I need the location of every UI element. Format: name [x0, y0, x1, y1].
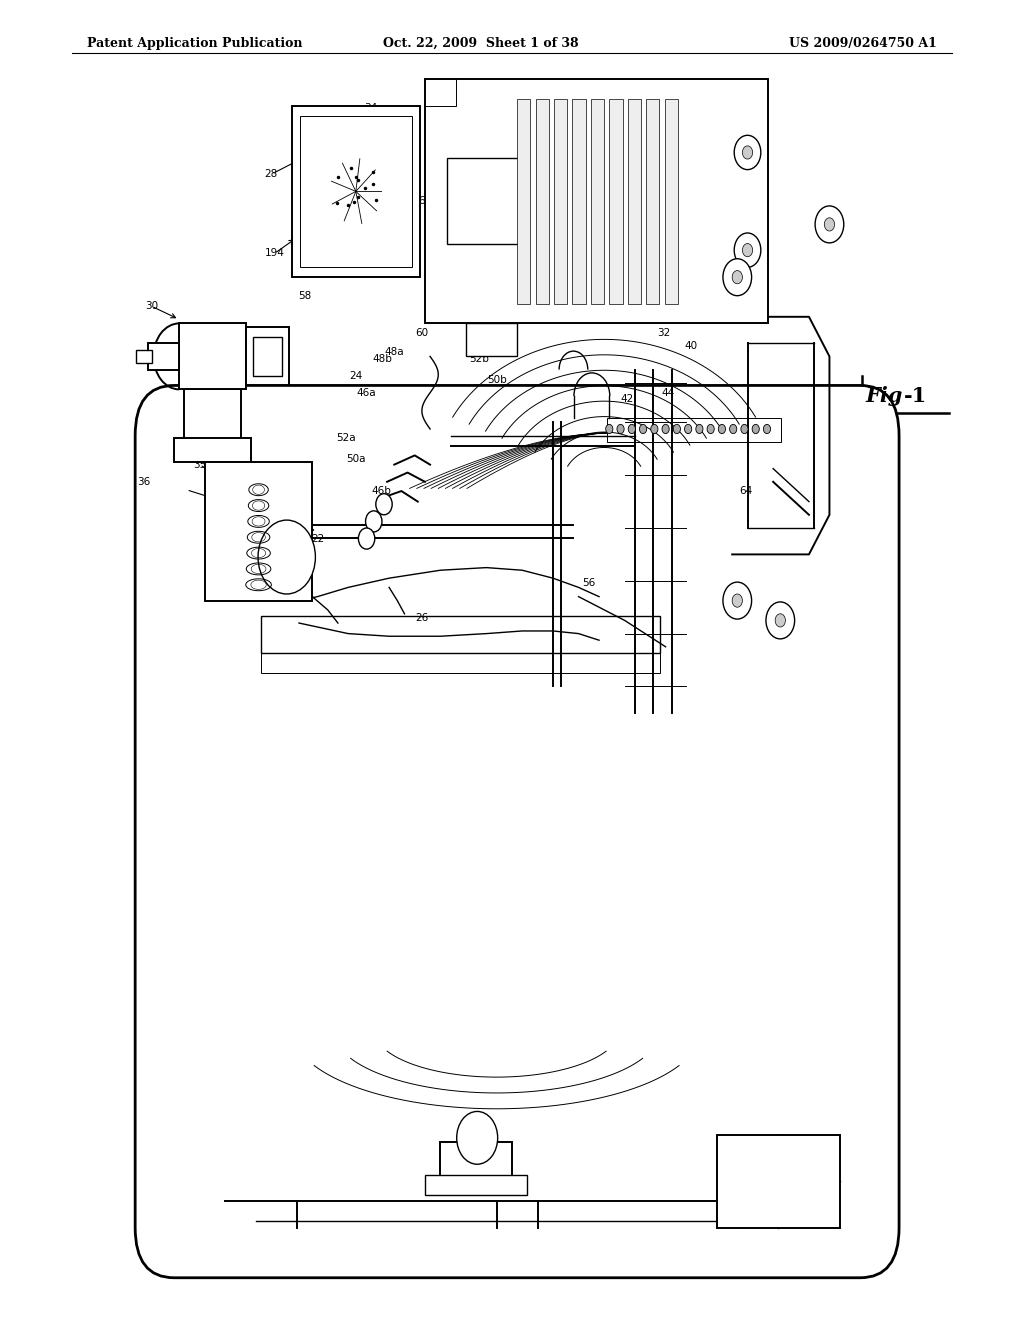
Bar — [517, 99, 530, 304]
Text: 46a: 46a — [356, 388, 377, 399]
Bar — [717, 1135, 840, 1228]
Text: 194: 194 — [264, 248, 285, 259]
Bar — [136, 350, 152, 363]
Text: 62: 62 — [419, 195, 431, 206]
Circle shape — [651, 424, 657, 433]
Circle shape — [729, 424, 736, 433]
Circle shape — [358, 528, 375, 549]
Text: 30: 30 — [145, 301, 158, 312]
Circle shape — [616, 424, 624, 433]
Bar — [628, 99, 641, 304]
Bar — [591, 99, 604, 304]
Circle shape — [732, 271, 742, 284]
Bar — [646, 99, 659, 304]
Bar — [554, 99, 567, 304]
Text: 50a: 50a — [346, 454, 367, 465]
Circle shape — [639, 424, 647, 433]
Circle shape — [766, 602, 795, 639]
Bar — [425, 79, 456, 106]
Circle shape — [366, 511, 382, 532]
Text: 22: 22 — [311, 533, 324, 544]
Bar — [572, 99, 586, 304]
Text: 60: 60 — [416, 327, 428, 338]
Circle shape — [606, 424, 612, 433]
Text: 24: 24 — [350, 371, 362, 381]
Bar — [292, 106, 420, 277]
Bar — [148, 343, 179, 370]
Bar — [261, 616, 660, 653]
Text: 56: 56 — [583, 578, 595, 589]
Circle shape — [824, 218, 835, 231]
Text: 28: 28 — [265, 169, 278, 180]
Bar — [253, 337, 282, 376]
Circle shape — [741, 424, 748, 433]
Bar — [609, 99, 623, 304]
Bar — [174, 438, 251, 462]
Text: 40: 40 — [685, 341, 697, 351]
Text: 36: 36 — [137, 477, 150, 487]
Text: 46b: 46b — [371, 486, 391, 496]
Circle shape — [707, 424, 714, 433]
Circle shape — [629, 424, 635, 433]
Bar — [447, 158, 524, 244]
Text: 58: 58 — [299, 290, 311, 301]
Circle shape — [376, 494, 392, 515]
Bar — [440, 1142, 512, 1195]
Bar — [261, 653, 660, 673]
Text: 48b: 48b — [372, 354, 392, 364]
Circle shape — [742, 145, 753, 158]
Text: 52a: 52a — [336, 433, 356, 444]
Text: 50b: 50b — [486, 375, 507, 385]
Circle shape — [734, 232, 761, 268]
Bar — [607, 418, 781, 442]
Text: 42: 42 — [621, 393, 633, 404]
Bar — [205, 462, 312, 601]
Text: 35: 35 — [194, 459, 206, 470]
Circle shape — [457, 1111, 498, 1164]
Circle shape — [674, 424, 680, 433]
Circle shape — [742, 244, 753, 256]
Circle shape — [723, 582, 752, 619]
Circle shape — [258, 520, 315, 594]
Text: 52b: 52b — [469, 354, 489, 364]
Circle shape — [734, 135, 761, 169]
Circle shape — [696, 424, 702, 433]
Circle shape — [684, 424, 691, 433]
Text: Oct. 22, 2009  Sheet 1 of 38: Oct. 22, 2009 Sheet 1 of 38 — [383, 37, 580, 50]
FancyBboxPatch shape — [135, 385, 899, 1278]
Bar — [179, 323, 246, 389]
Bar — [665, 99, 678, 304]
Text: 64: 64 — [739, 486, 752, 496]
Text: 48a: 48a — [384, 347, 404, 358]
Circle shape — [775, 614, 785, 627]
Bar — [466, 323, 517, 356]
Circle shape — [719, 424, 725, 433]
Text: Patent Application Publication: Patent Application Publication — [87, 37, 302, 50]
Bar — [536, 99, 549, 304]
Bar — [184, 389, 241, 442]
Text: 44: 44 — [662, 388, 674, 399]
Text: 34: 34 — [365, 103, 377, 114]
Text: -1: -1 — [904, 385, 928, 407]
Bar — [246, 327, 289, 385]
Text: 38: 38 — [316, 182, 329, 193]
Text: 20: 20 — [183, 367, 196, 378]
Circle shape — [723, 259, 752, 296]
Circle shape — [752, 424, 759, 433]
Circle shape — [815, 206, 844, 243]
Circle shape — [662, 424, 669, 433]
Circle shape — [732, 594, 742, 607]
Circle shape — [764, 424, 770, 433]
Text: 32: 32 — [657, 327, 670, 338]
Bar — [425, 1175, 527, 1195]
Text: US 2009/0264750 A1: US 2009/0264750 A1 — [790, 37, 937, 50]
Bar — [300, 116, 412, 267]
Text: 26: 26 — [416, 612, 428, 623]
Bar — [425, 79, 768, 323]
Text: Fig: Fig — [865, 385, 902, 407]
